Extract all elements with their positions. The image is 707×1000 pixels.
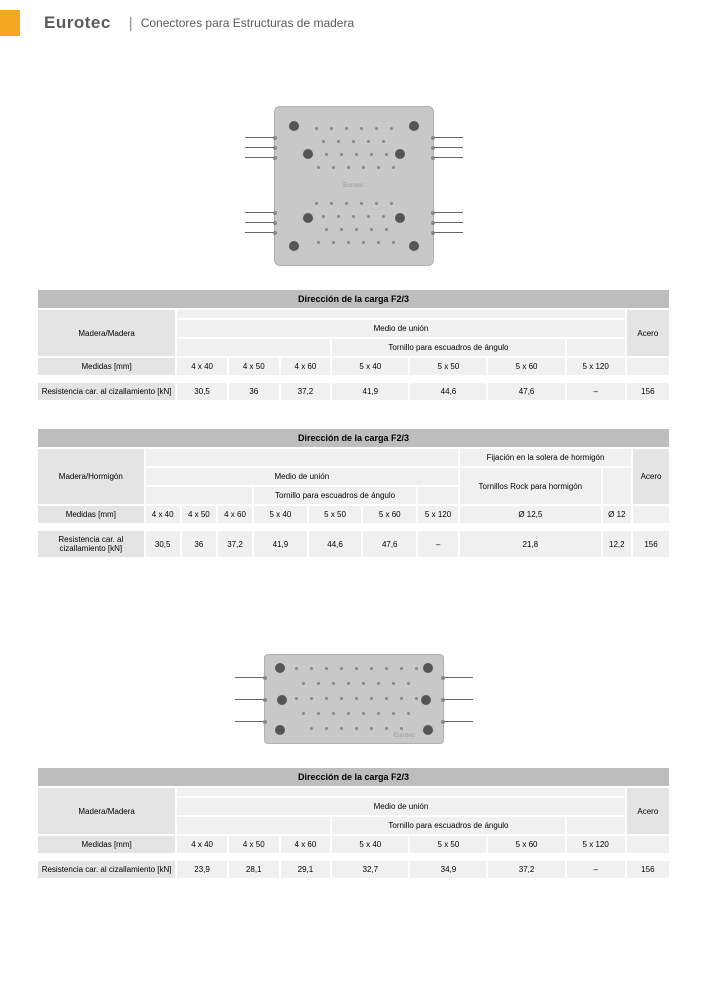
product-image-small: Eurotec — [36, 654, 671, 746]
value-cell: 37,2 — [487, 860, 565, 879]
table-title: Dirección de la carga F2/3 — [37, 428, 670, 448]
acero-label: Acero — [626, 787, 670, 835]
table-madera-hormigon: Dirección de la carga F2/3 Madera/Hormig… — [36, 427, 671, 559]
size-cell: 4 x 50 — [228, 357, 280, 376]
value-cell: – — [566, 860, 626, 879]
size-cell: 4 x 50 — [181, 505, 217, 524]
medidas-label: Medidas [mm] — [37, 505, 145, 524]
size-cell: 5 x 40 — [331, 357, 409, 376]
blank — [632, 505, 670, 524]
value-cell: 30,5 — [176, 382, 228, 401]
medio-union-label: Medio de unión — [176, 797, 625, 816]
blank — [176, 787, 625, 797]
size-cell: Ø 12 — [602, 505, 632, 524]
value-cell: 41,9 — [331, 382, 409, 401]
row-group-label: Madera/Madera — [37, 309, 176, 357]
acero-value: 156 — [626, 382, 670, 401]
tornillo-label: Tornillo para escuadros de ángulo — [331, 816, 565, 835]
medio-union-label: Medio de unión — [176, 319, 625, 338]
fijacion-label: Fijación en la solera de hormigón — [459, 448, 632, 467]
value-cell: 37,2 — [217, 530, 253, 558]
size-cell: 5 x 120 — [566, 357, 626, 376]
blank — [145, 448, 459, 467]
blank — [566, 338, 626, 357]
rock-label: Tornillos Rock para hormigón — [459, 467, 602, 505]
blank — [176, 338, 331, 357]
acero-label: Acero — [632, 448, 670, 505]
value-cell: 28,1 — [228, 860, 280, 879]
blank — [145, 486, 253, 505]
medidas-label: Medidas [mm] — [37, 835, 176, 854]
blank — [626, 357, 670, 376]
size-cell: 5 x 120 — [566, 835, 626, 854]
accent-tab — [0, 10, 20, 36]
size-cell: 4 x 60 — [280, 835, 332, 854]
size-cell: Ø 12,5 — [459, 505, 602, 524]
page-header: Eurotec | Conectores para Estructuras de… — [0, 0, 707, 46]
row-group-label: Madera/Hormigón — [37, 448, 145, 505]
tornillo-label: Tornillo para escuadros de ángulo — [331, 338, 565, 357]
value-cell: 37,2 — [280, 382, 332, 401]
acero-value: 156 — [632, 530, 670, 558]
resistencia-label: Resistencia car. al cizallamiento [kN] — [37, 382, 176, 401]
value-cell: – — [417, 530, 459, 558]
value-cell: 21,8 — [459, 530, 602, 558]
size-cell: 4 x 40 — [176, 835, 228, 854]
product-image-large: Eurotec — [36, 106, 671, 268]
blank — [417, 486, 459, 505]
resistencia-label: Resistencia car. al cizallamiento [kN] — [37, 860, 176, 879]
size-cell: 4 x 40 — [176, 357, 228, 376]
value-cell: 47,6 — [487, 382, 565, 401]
size-cell: 4 x 50 — [228, 835, 280, 854]
size-cell: 4 x 40 — [145, 505, 181, 524]
value-cell: – — [566, 382, 626, 401]
acero-label: Acero — [626, 309, 670, 357]
value-cell: 36 — [228, 382, 280, 401]
value-cell: 41,9 — [253, 530, 308, 558]
header-divider: | — [129, 15, 133, 32]
blank — [602, 467, 632, 505]
value-cell: 23,9 — [176, 860, 228, 879]
table-title: Dirección de la carga F2/3 — [37, 289, 670, 309]
value-cell: 44,6 — [308, 530, 363, 558]
size-cell: 5 x 60 — [362, 505, 417, 524]
row-group-label: Madera/Madera — [37, 787, 176, 835]
table-madera-madera-2: Dirección de la carga F2/3 Madera/Madera… — [36, 766, 671, 880]
medio-union-label: Medio de unión — [145, 467, 459, 486]
size-cell: 5 x 60 — [487, 357, 565, 376]
medidas-label: Medidas [mm] — [37, 357, 176, 376]
value-cell: 44,6 — [409, 382, 487, 401]
size-cell: 4 x 60 — [217, 505, 253, 524]
value-cell: 36 — [181, 530, 217, 558]
acero-value: 156 — [626, 860, 670, 879]
blank — [176, 309, 625, 319]
blank — [176, 816, 331, 835]
value-cell: 47,6 — [362, 530, 417, 558]
size-cell: 5 x 60 — [487, 835, 565, 854]
brand-logo: Eurotec — [44, 13, 111, 33]
size-cell: 5 x 120 — [417, 505, 459, 524]
size-cell: 5 x 50 — [308, 505, 363, 524]
size-cell: 5 x 50 — [409, 357, 487, 376]
size-cell: 5 x 40 — [331, 835, 409, 854]
resistencia-label: Resistencia car. al cizallamiento [kN] — [37, 530, 145, 558]
value-cell: 30,5 — [145, 530, 181, 558]
value-cell: 29,1 — [280, 860, 332, 879]
size-cell: 5 x 50 — [409, 835, 487, 854]
size-cell: 5 x 40 — [253, 505, 308, 524]
value-cell: 12,2 — [602, 530, 632, 558]
table-madera-madera-1: Dirección de la carga F2/3 Madera/Madera… — [36, 288, 671, 402]
size-cell: 4 x 60 — [280, 357, 332, 376]
table-title: Dirección de la carga F2/3 — [37, 767, 670, 787]
value-cell: 34,9 — [409, 860, 487, 879]
value-cell: 32,7 — [331, 860, 409, 879]
blank — [566, 816, 626, 835]
tornillo-label: Tornillo para escuadros de ángulo — [253, 486, 417, 505]
blank — [626, 835, 670, 854]
page-subtitle: Conectores para Estructuras de madera — [141, 16, 354, 30]
